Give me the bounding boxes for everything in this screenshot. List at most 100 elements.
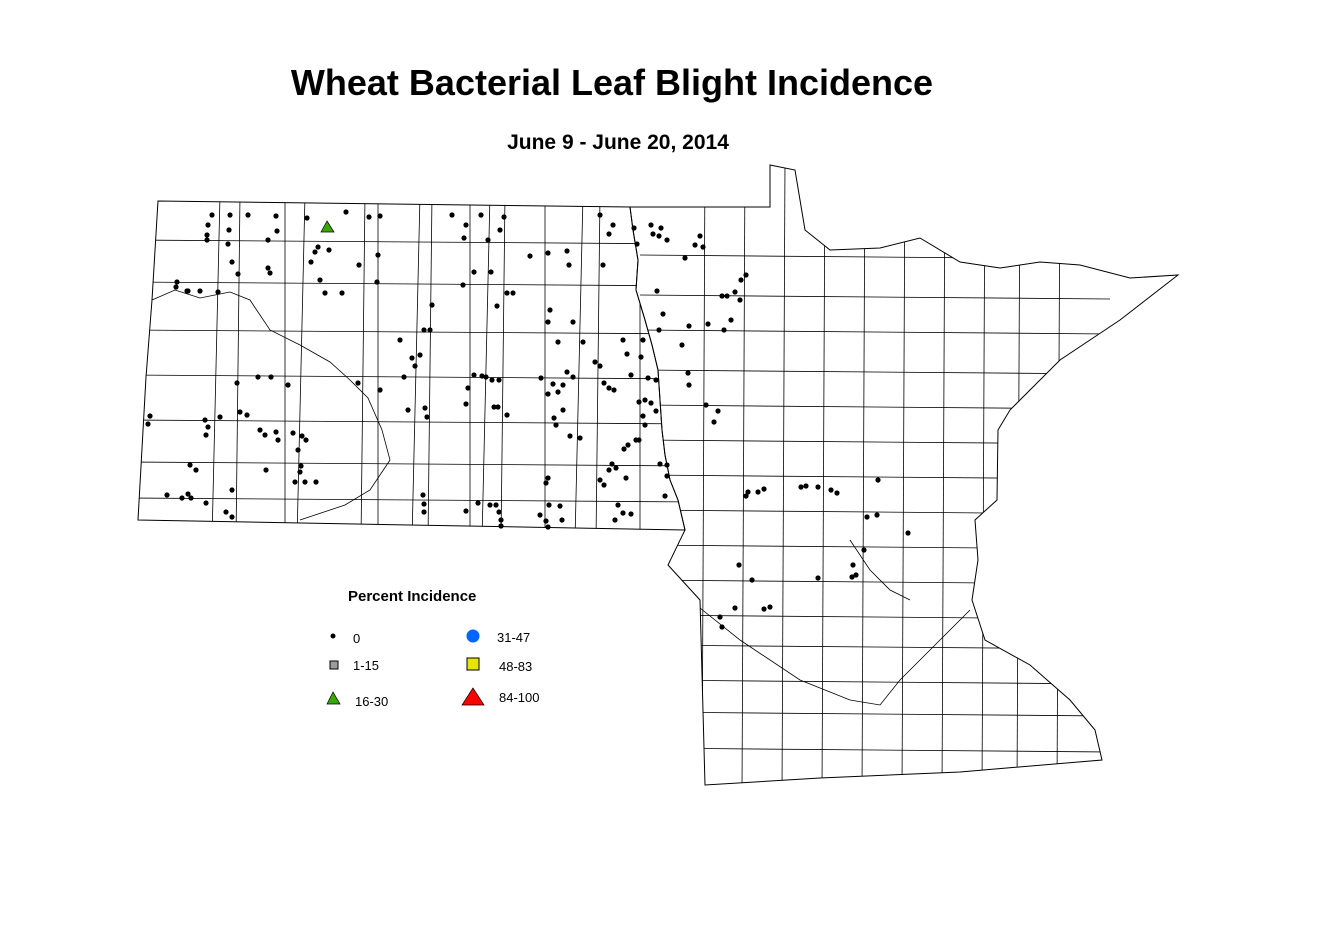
site-marker-0 (642, 397, 648, 403)
site-marker-0 (235, 271, 241, 277)
site-marker-0 (537, 512, 543, 518)
site-marker-0 (217, 414, 223, 420)
site-marker-0 (803, 483, 809, 489)
site-marker-0 (374, 279, 380, 285)
site-marker-0 (295, 447, 301, 453)
county-boundary (639, 711, 1111, 717)
site-marker-0 (638, 354, 644, 360)
site-marker-0 (424, 414, 430, 420)
site-marker-0 (715, 408, 721, 414)
site-marker-0 (610, 222, 616, 228)
site-marker-0 (553, 422, 559, 428)
site-marker-0 (179, 495, 185, 501)
site-marker-0 (202, 417, 208, 423)
site-marker-0 (721, 327, 727, 333)
legend-title: Percent Incidence (348, 588, 477, 605)
site-marker-0 (657, 461, 663, 467)
site-marker-0 (606, 231, 612, 237)
site-marker-0 (623, 475, 629, 481)
site-marker-0 (767, 604, 773, 610)
site-marker-0 (205, 222, 211, 228)
site-marker-0 (611, 387, 617, 393)
site-marker-0 (550, 381, 556, 387)
county-boundary (639, 369, 1111, 375)
site-marker-0 (560, 407, 566, 413)
site-marker-0 (745, 489, 751, 495)
site-marker-0 (501, 214, 507, 220)
site-marker-0 (620, 510, 626, 516)
site-marker-0 (656, 327, 662, 333)
map-subtitle: June 9 - June 20, 2014 (507, 131, 729, 154)
site-marker-0 (615, 502, 621, 508)
site-marker-0 (570, 374, 576, 380)
site-marker-0 (527, 253, 533, 259)
county-boundary (138, 374, 685, 380)
county-boundary (138, 497, 685, 503)
county-boundary (235, 201, 241, 530)
site-marker-0 (853, 572, 859, 578)
site-marker-0 (628, 511, 634, 517)
legend-label-16-30: 16-30 (355, 694, 389, 709)
site-marker-0 (682, 255, 688, 261)
site-marker-0 (849, 574, 855, 580)
site-marker-0 (732, 289, 738, 295)
site-marker-0 (648, 222, 654, 228)
site-marker-16-30 (320, 220, 335, 233)
site-marker-0 (184, 288, 190, 294)
site-marker-0 (229, 259, 235, 265)
site-marker-0 (547, 307, 553, 313)
site-marker-0 (545, 475, 551, 481)
site-marker-0 (728, 317, 734, 323)
site-marker-0 (636, 437, 642, 443)
site-marker-0 (498, 517, 504, 523)
site-marker-0 (298, 463, 304, 469)
site-marker-0 (717, 614, 723, 620)
county-boundary (639, 439, 1111, 445)
site-marker-0 (653, 408, 659, 414)
site-marker-0 (761, 606, 767, 612)
site-marker-0 (377, 387, 383, 393)
site-marker-0 (326, 247, 332, 253)
site-marker-0 (409, 355, 415, 361)
site-marker-0 (628, 372, 634, 378)
site-marker-0 (471, 269, 477, 275)
site-marker-0 (564, 369, 570, 375)
site-marker-0 (510, 290, 516, 296)
site-marker-0 (653, 377, 659, 383)
site-marker-0 (624, 351, 630, 357)
site-marker-0 (417, 352, 423, 358)
site-marker-0 (313, 479, 319, 485)
site-marker-0 (538, 375, 544, 381)
north-dakota-outline (137, 200, 686, 531)
site-marker-0 (597, 363, 603, 369)
site-marker-0 (223, 509, 229, 515)
county-boundary (360, 201, 366, 530)
site-marker-0 (612, 517, 618, 523)
site-marker-0 (268, 374, 274, 380)
site-marker-0 (377, 213, 383, 219)
site-marker-0 (421, 509, 427, 515)
site-marker-0 (621, 446, 627, 452)
site-marker-0 (366, 214, 372, 220)
site-marker-0 (736, 562, 742, 568)
site-marker-0 (703, 402, 709, 408)
site-marker-0 (463, 401, 469, 407)
site-marker-0 (711, 419, 717, 425)
site-marker-0 (861, 547, 867, 553)
site-marker-0 (265, 237, 271, 243)
site-marker-0 (864, 514, 870, 520)
county-boundary (861, 165, 866, 785)
site-marker-0 (640, 413, 646, 419)
site-marker-0 (421, 501, 427, 507)
site-marker-0 (478, 212, 484, 218)
site-marker-0 (755, 489, 761, 495)
county-boundary (639, 474, 1111, 480)
legend-label-1-15: 1-15 (353, 658, 380, 673)
site-marker-0 (145, 421, 151, 427)
site-marker-0 (302, 479, 308, 485)
site-marker-0 (905, 530, 911, 536)
site-marker-0 (656, 233, 662, 239)
site-marker-0 (164, 492, 170, 498)
site-marker-0 (545, 391, 551, 397)
